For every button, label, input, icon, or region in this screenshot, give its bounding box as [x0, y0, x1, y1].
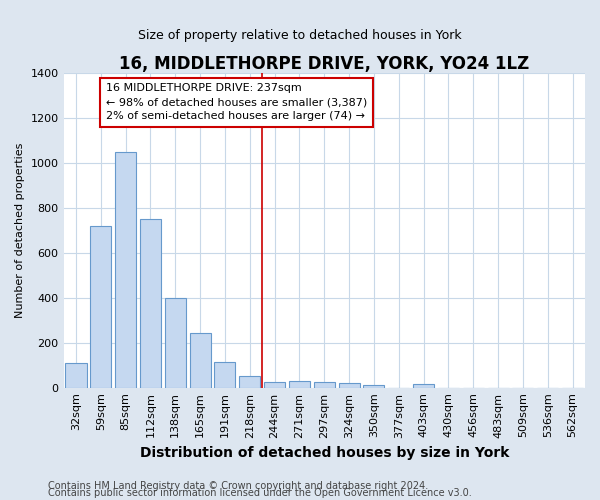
Text: 16 MIDDLETHORPE DRIVE: 237sqm
← 98% of detached houses are smaller (3,387)
2% of: 16 MIDDLETHORPE DRIVE: 237sqm ← 98% of d…: [106, 83, 367, 121]
Bar: [190, 332, 211, 388]
Bar: [140, 219, 161, 388]
Bar: [413, 384, 434, 388]
Bar: [214, 362, 235, 388]
Y-axis label: Number of detached properties: Number of detached properties: [15, 142, 25, 318]
Bar: [314, 382, 335, 388]
X-axis label: Distribution of detached houses by size in York: Distribution of detached houses by size …: [140, 446, 509, 460]
Text: Size of property relative to detached houses in York: Size of property relative to detached ho…: [138, 28, 462, 42]
Bar: [338, 383, 359, 388]
Text: Contains HM Land Registry data © Crown copyright and database right 2024.: Contains HM Land Registry data © Crown c…: [48, 481, 428, 491]
Bar: [65, 363, 86, 388]
Text: Contains public sector information licensed under the Open Government Licence v3: Contains public sector information licen…: [48, 488, 472, 498]
Bar: [115, 152, 136, 388]
Title: 16, MIDDLETHORPE DRIVE, YORK, YO24 1LZ: 16, MIDDLETHORPE DRIVE, YORK, YO24 1LZ: [119, 55, 529, 73]
Bar: [364, 386, 385, 388]
Bar: [289, 381, 310, 388]
Bar: [90, 226, 112, 388]
Bar: [239, 376, 260, 388]
Bar: [165, 298, 186, 388]
Bar: [264, 382, 285, 388]
